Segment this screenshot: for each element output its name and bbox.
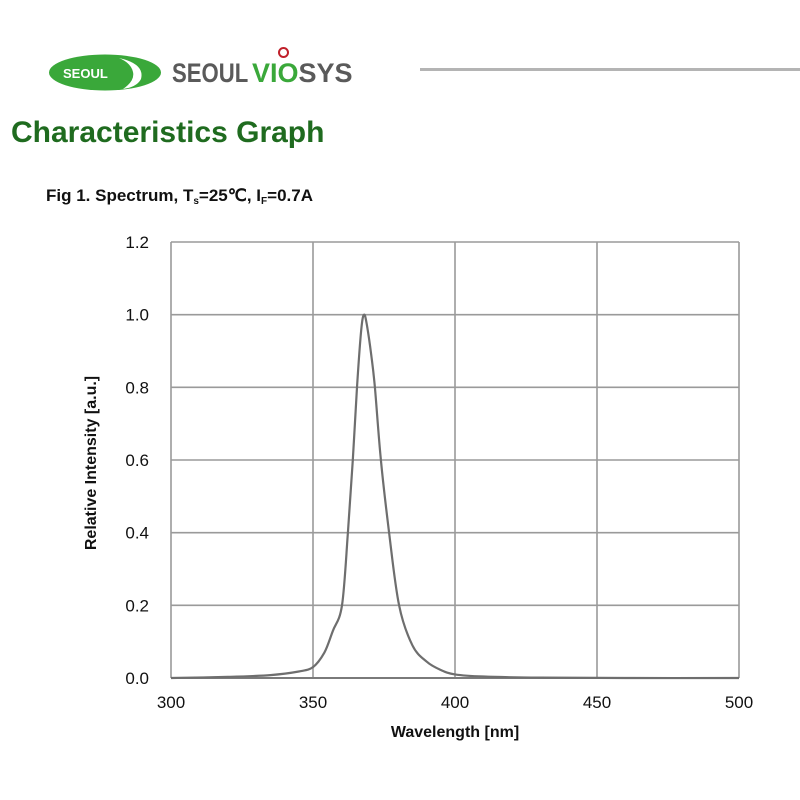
x-tick-label: 350 [299,693,327,712]
y-tick-label: 0.0 [125,669,149,688]
logo-badge-text: SEOUL [63,66,108,81]
y-tick-label: 1.0 [125,306,149,325]
figure-title-ts-value: =25℃, I [198,186,262,205]
brand-part-vio: VIO [252,58,299,88]
x-axis-label: Wavelength [nm] [391,724,519,741]
brand-part-sys: SYS [298,58,353,88]
y-tick-label: 0.6 [125,451,149,470]
y-axis-ticks: 0.0 0.2 0.4 0.6 0.8 1.0 1.2 [125,233,149,688]
y-tick-label: 1.2 [125,233,149,252]
spectrum-curve [170,313,740,680]
seoul-logo-badge: SEOUL [49,54,161,91]
y-tick-label: 0.2 [125,596,149,615]
x-tick-label: 300 [157,693,185,712]
header-divider [420,68,800,71]
figure-title-prefix: Fig 1. Spectrum, T [46,186,194,205]
brand-wordmark: SEOUL VIOSYS [172,55,353,91]
x-tick-label: 500 [725,693,753,712]
y-axis-label: Relative Intensity [a.u.] [83,376,100,550]
page-title: Characteristics Graph [11,116,325,149]
x-axis-ticks: 300 350 400 450 500 [157,693,753,712]
y-tick-label: 0.4 [125,524,149,543]
figure-title-ts-sub: s [193,196,199,207]
brand-part-seoul: SEOUL [172,58,249,88]
x-tick-label: 400 [441,693,469,712]
y-tick-label: 0.8 [125,378,149,397]
figure-title-if-value: =0.7A [267,186,313,205]
brand-red-dot-icon [278,47,289,58]
figure-title-if-sub: F [261,196,268,207]
chart-grid [170,241,740,679]
figure-title: Fig 1. Spectrum, Ts=25℃, IF=0.7A [46,186,313,207]
x-tick-label: 450 [583,693,611,712]
